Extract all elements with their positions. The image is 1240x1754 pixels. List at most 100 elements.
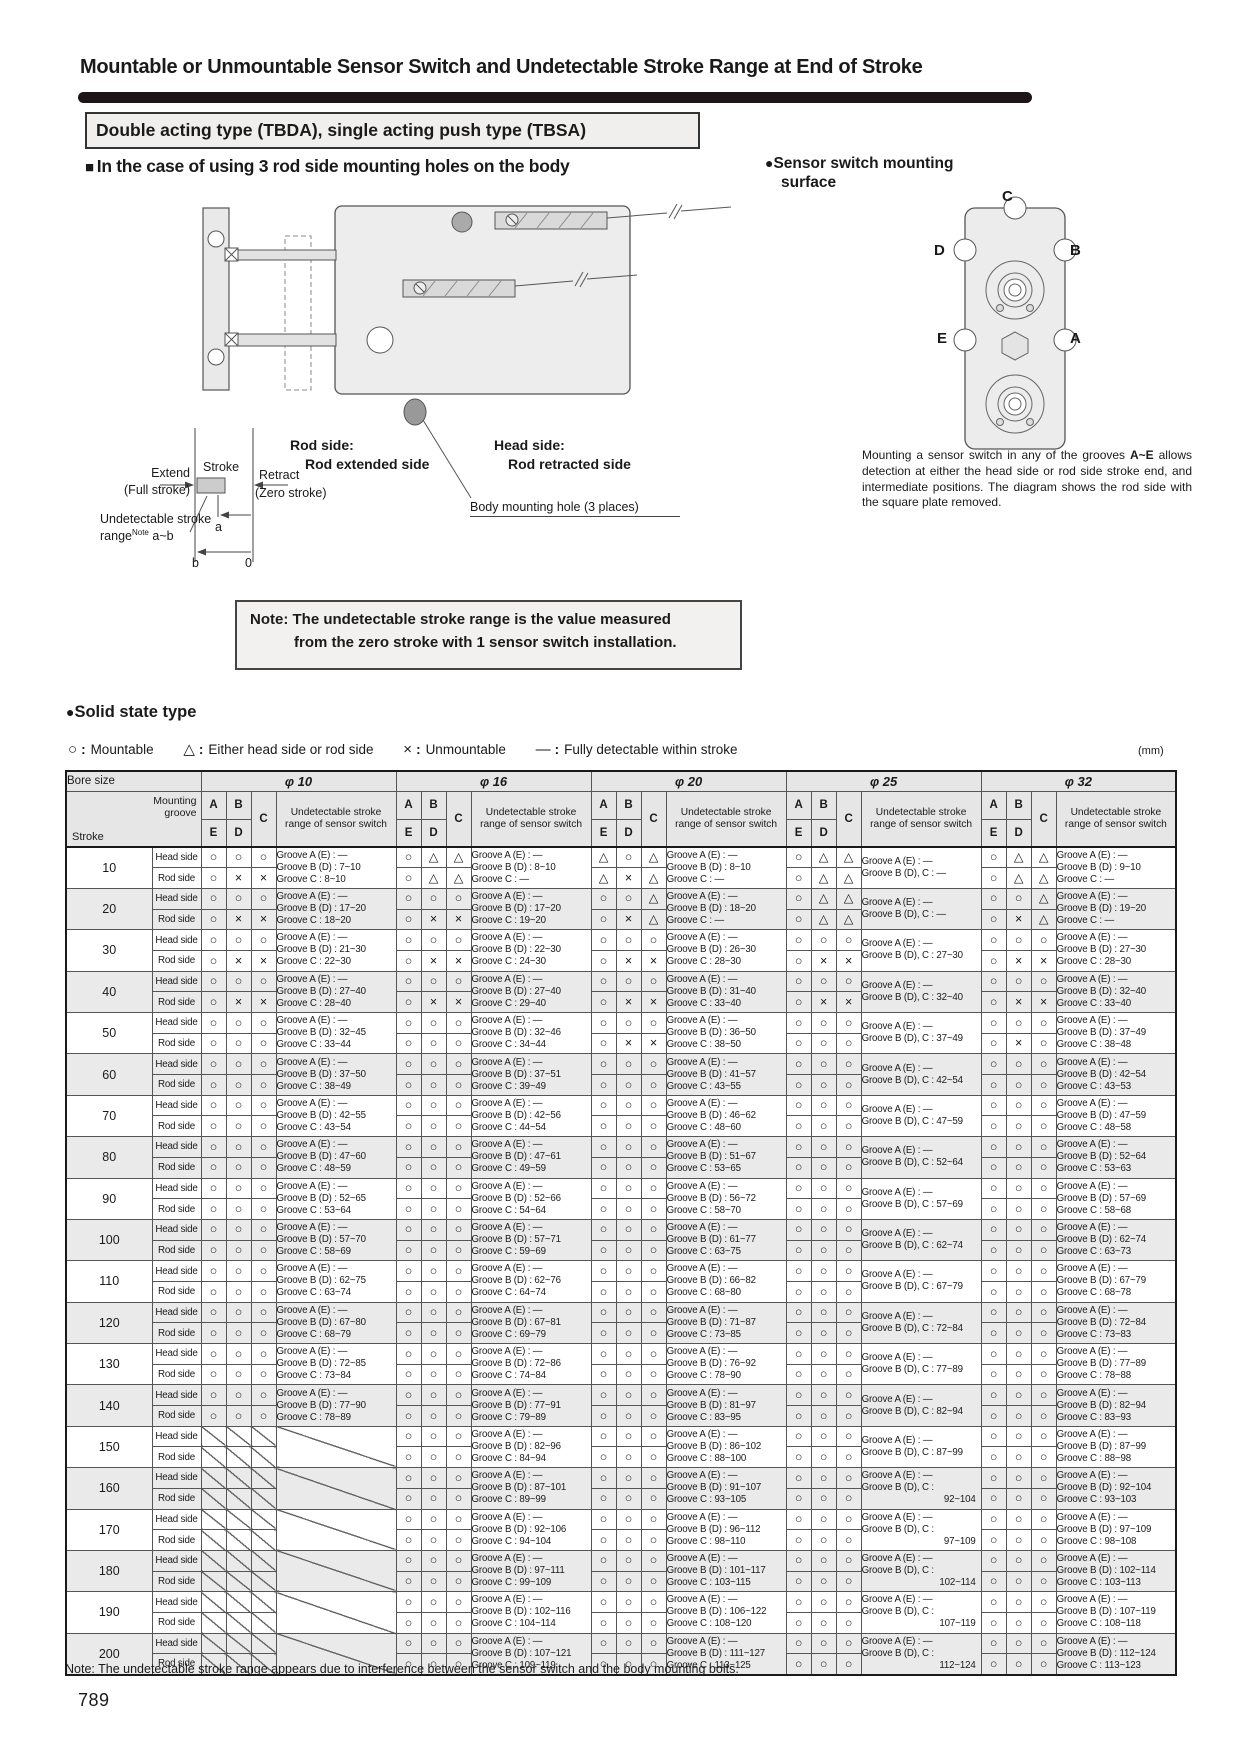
range-line: Groove C : 58~69: [276, 1246, 351, 1258]
symbol-cell: ○: [640, 1012, 667, 1034]
range-line: Groove A (E) : —: [471, 1222, 543, 1234]
range-line: Groove C : 59~69: [471, 1246, 546, 1258]
range-line: Groove C : —: [666, 873, 724, 885]
range-line: Groove B (D) : 112~124: [1056, 1647, 1156, 1659]
symbol-cell: ×: [250, 908, 277, 931]
rod-side-cell: Rod side: [151, 1363, 202, 1386]
solid-state-title: Solid state type: [74, 703, 197, 721]
range-line: Groove A (E) : —: [471, 973, 543, 985]
range-line: Groove B (D) : 87~101: [471, 1482, 567, 1494]
range-cell: Groove A (E) : — Groove B (D) : 27~40 Groo…: [470, 970, 592, 1014]
symbol-cell: ×: [250, 991, 277, 1013]
symbol-cell: ○: [250, 929, 277, 951]
range-line: Groove B (D) : 32~45: [276, 1027, 366, 1039]
symbol-cell: ○: [810, 1653, 837, 1675]
symbol-cell: ○: [980, 1425, 1007, 1448]
range-line: Groove C : 69~79: [471, 1328, 546, 1340]
range-line: Groove B (D) : 9~10: [1056, 861, 1141, 873]
range-line: Groove C : 58~70: [666, 1204, 741, 1216]
symbol-cell: ○: [420, 1136, 447, 1158]
range-line: Groove A (E) : —: [666, 932, 738, 944]
symbol-cell: ○: [785, 1218, 812, 1241]
range-cell: Groove A (E) : — Groove B (D) : 52~65 Groo…: [275, 1177, 397, 1220]
range-line: Groove A (E) : —: [666, 1511, 738, 1523]
range-cell: Groove A (E) : — Groove B (D), C : 97~109: [860, 1508, 982, 1551]
symbol-cell: △: [445, 846, 472, 869]
symbol-cell: ○: [835, 1487, 862, 1510]
range-line: Groove B (D) : 72~85: [276, 1358, 366, 1370]
symbol-cell: [200, 1529, 227, 1551]
range-line: Groove C : —: [1056, 873, 1115, 885]
symbol-cell: ○: [1030, 929, 1057, 951]
symbol-cell: ○: [225, 1094, 252, 1117]
symbol-cell: ○: [395, 1094, 422, 1117]
range-line: Groove A (E) : —: [471, 1511, 543, 1523]
head-side-cell: Head side: [151, 1301, 202, 1324]
symbol-cell: ○: [200, 1384, 227, 1407]
symbol-cell: ○: [810, 1467, 837, 1489]
sensor-surface-heading: ●Sensor switch mounting surface: [765, 155, 953, 192]
rod-side-cell: Rod side: [151, 1156, 202, 1179]
symbol-cell: [250, 1487, 277, 1510]
symbol-cell: ○: [810, 1611, 837, 1634]
symbol-cell: ○: [395, 1198, 422, 1220]
symbol-cell: ×: [640, 1032, 667, 1055]
symbol-cell: ○: [615, 1405, 642, 1427]
bore-size-row: Bore size φ 10 φ 16 φ 20 φ 25 φ 32: [65, 770, 1177, 792]
table-row: 20 Head side ○ ○ ○ Groove A (E) : — Groove B (…: [65, 887, 1177, 931]
symbol-cell: ○: [810, 1115, 837, 1138]
symbol-cell: ○: [810, 1012, 837, 1034]
table-row: 70 Head side ○ ○ ○ Groove A (E) : — Groove B (…: [65, 1094, 1177, 1138]
symbol-cell: ○: [640, 1156, 667, 1179]
symbol-cell: ○: [590, 1012, 617, 1034]
symbol-cell: △: [1005, 867, 1032, 889]
symbol-cell: ○: [1030, 1508, 1057, 1531]
range-line: Groove A (E) : —: [1056, 1553, 1128, 1565]
symbol-cell: ○: [445, 1301, 472, 1324]
range-line: Groove C : 38~50: [666, 1039, 741, 1051]
groove-d-header: D: [1005, 818, 1032, 848]
symbol-cell: ○: [395, 1156, 422, 1179]
range-line: Groove A (E) : —: [861, 1470, 933, 1482]
symbol-cell: ○: [590, 1446, 617, 1469]
range-line: Groove C : 104~114: [471, 1618, 556, 1630]
symbol-cell: ○: [835, 1632, 862, 1655]
symbol-cell: ○: [395, 1239, 422, 1262]
symbol-cell: ○: [980, 1487, 1007, 1510]
groove-c-header: C: [445, 790, 472, 848]
symbol-cell: ○: [1005, 1570, 1032, 1593]
range-line: Groove B (D) : 102~116: [471, 1606, 571, 1618]
range-line: Groove C : 24~30: [471, 956, 546, 968]
range-line: Groove A (E) : —: [666, 1346, 738, 1358]
symbol-cell: ○: [445, 1632, 472, 1655]
symbol-cell: ○: [980, 1446, 1007, 1469]
symbol-cell: ×: [250, 949, 277, 972]
range-line: Groove B (D) : 27~30: [1056, 944, 1146, 956]
range-cell: Groove A (E) : — Groove B (D) : 101~117 Gr…: [665, 1549, 787, 1593]
symbol-cell: ○: [420, 1280, 447, 1303]
symbol-cell: ○: [250, 1136, 277, 1158]
symbol-cell: ○: [445, 1446, 472, 1469]
symbol-cell: [225, 1529, 252, 1551]
symbol-cell: ○: [395, 1508, 422, 1531]
symbol-cell: ○: [615, 1156, 642, 1179]
groove-a-header: A: [980, 790, 1007, 820]
range-header: Undetectable stroke range of sensor swit…: [1055, 790, 1177, 848]
symbol-cell: [225, 1570, 252, 1593]
symbol-cell: ○: [250, 1074, 277, 1096]
symbol-cell: [225, 1446, 252, 1469]
symbol-cell: ○: [1005, 1653, 1032, 1675]
range-cell: Groove A (E) : — Groove B (D) : 9~10 Groov…: [1055, 845, 1177, 889]
range-line: Groove A (E) : —: [666, 1180, 738, 1192]
range-cell: Groove A (E) : — Groove B (D) : 111~127 Gr…: [665, 1632, 787, 1676]
groove-d-header: D: [810, 818, 837, 848]
stroke-dimension-diagram: [160, 428, 288, 562]
groove-a-header: A: [785, 790, 812, 820]
symbol-cell: ○: [615, 970, 642, 993]
symbol-cell: ×: [615, 908, 642, 931]
groove-e-header: E: [590, 818, 617, 848]
symbol-cell: ○: [590, 908, 617, 931]
symbol-cell: ○: [395, 1218, 422, 1241]
bore-header: φ 20: [590, 770, 787, 792]
sensor-surface-title-1: Sensor switch mounting: [773, 155, 954, 172]
